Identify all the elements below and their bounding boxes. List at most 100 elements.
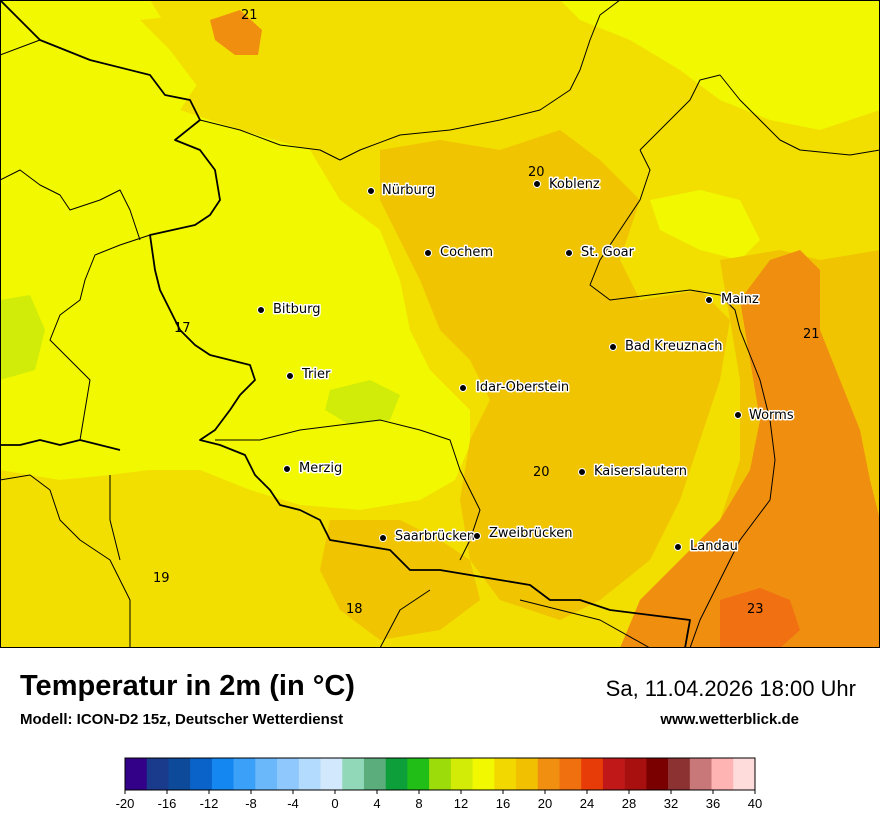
value-label: 20 <box>533 465 550 480</box>
city-label: Merzig <box>299 461 342 476</box>
legend-swatch <box>385 758 408 790</box>
border-hesse <box>589 74 880 331</box>
value-label: 17 <box>174 321 191 336</box>
legend-tick-label: 36 <box>706 796 720 811</box>
border-france-inner <box>0 474 651 648</box>
legend-swatch <box>516 758 539 790</box>
city-merzig: Merzig <box>283 460 344 478</box>
field-orange-rhine <box>620 250 880 648</box>
value-label: 21 <box>803 327 820 342</box>
legend-swatch <box>363 758 386 790</box>
legend-tick-label: 0 <box>331 796 338 811</box>
value-label: 20 <box>528 165 545 180</box>
legend-swatch <box>733 758 756 790</box>
field-deeporange-south <box>720 588 800 648</box>
border-belgium-inner <box>0 169 141 241</box>
city-bitburg: Bitburg <box>257 301 322 319</box>
legend-swatch <box>450 758 473 790</box>
legend-swatch <box>407 758 430 790</box>
field-green-center <box>325 380 400 425</box>
border-lux-belgium <box>0 439 121 451</box>
city-saarbruecken: Saarbrücken <box>379 528 477 546</box>
city-bad-kreuznach: Bad Kreuznach <box>609 338 724 356</box>
legend-swatch <box>211 758 234 790</box>
city-dot-icon <box>379 534 387 542</box>
legend-swatch <box>559 758 582 790</box>
legend-swatch <box>255 758 278 790</box>
city-dot-icon <box>674 543 682 551</box>
border-nrw <box>0 0 621 161</box>
city-dot-icon <box>473 532 481 540</box>
legend-tick-label: 4 <box>373 796 380 811</box>
value-label: 19 <box>153 571 170 586</box>
city-label: Worms <box>749 408 794 423</box>
border-luxembourg <box>49 234 151 441</box>
city-label: Saarbrücken <box>395 529 475 544</box>
city-label: Bad Kreuznach <box>625 339 723 354</box>
value-labels: 21 20 17 21 20 19 18 23 <box>153 8 820 617</box>
map-title: Temperatur in 2m (in °C) <box>20 670 355 702</box>
legend-tick-label: 16 <box>496 796 510 811</box>
legend-frame <box>124 757 756 791</box>
city-dot-icon <box>286 372 294 380</box>
value-label: 23 <box>747 602 764 617</box>
value-label: 21 <box>241 8 258 23</box>
city-idar-oberstein: Idar-Oberstein <box>459 379 571 397</box>
legend-swatch <box>494 758 517 790</box>
city-dot-icon <box>734 411 742 419</box>
city-dot-icon <box>424 249 432 257</box>
legend-tick-label: 12 <box>454 796 468 811</box>
city-dot-icon <box>609 343 617 351</box>
legend-swatch <box>602 758 625 790</box>
field-green-west <box>0 295 45 380</box>
city-nuerburg: Nürburg <box>367 182 437 200</box>
legend-tick-label: -4 <box>287 796 299 811</box>
legend-swatch <box>342 758 365 790</box>
color-legend: -20 -16 -12 -8 -4 0 4 8 12 16 20 24 28 32 36 40 <box>116 757 762 811</box>
legend-swatch <box>581 758 604 790</box>
city-label: Bitburg <box>273 302 321 317</box>
city-label: Nürburg <box>382 183 435 198</box>
legend-swatch <box>624 758 647 790</box>
city-kaiserslautern: Kaiserslautern <box>578 463 689 481</box>
city-dot-icon <box>533 180 541 188</box>
temperature-map: Nürburg Koblenz Cochem St. Goar Mainz Bi… <box>0 0 880 648</box>
field-gold-saar <box>320 520 480 640</box>
legend-swatch <box>277 758 300 790</box>
city-label: Trier <box>301 367 331 382</box>
legend-tick-label: 24 <box>580 796 594 811</box>
city-label: Idar-Oberstein <box>476 380 569 395</box>
field-deeporange-north <box>210 10 262 55</box>
field-yellow-northeast <box>650 190 760 260</box>
legend-swatch <box>472 758 495 790</box>
legend-swatch <box>190 758 213 790</box>
website-link[interactable]: www.wetterblick.de <box>660 711 799 728</box>
field-yellow2-north <box>140 10 400 140</box>
legend-tick-label: -20 <box>116 796 135 811</box>
city-label: Zweibrücken <box>489 526 572 541</box>
legend-swatch <box>298 758 321 790</box>
legend-swatch <box>320 758 343 790</box>
legend-tick-label: 20 <box>538 796 552 811</box>
city-koblenz: Koblenz <box>533 176 601 194</box>
city-dot-icon <box>283 465 291 473</box>
legend-tick-label: -12 <box>200 796 219 811</box>
city-cochem: Cochem <box>424 244 495 262</box>
border-germany-west <box>0 0 691 648</box>
borders <box>0 0 880 648</box>
legend-swatch <box>646 758 669 790</box>
value-label: 18 <box>346 602 363 617</box>
city-st-goar: St. Goar <box>565 244 636 262</box>
legend-swatch <box>537 758 560 790</box>
legend-swatch <box>668 758 691 790</box>
border-saarland-rlp <box>215 419 481 561</box>
city-zweibruecken: Zweibrücken <box>473 525 574 543</box>
legend-tick-label: -16 <box>158 796 177 811</box>
legend-swatch <box>233 758 256 790</box>
legend-swatch <box>146 758 169 790</box>
field-yellow-north <box>560 0 880 130</box>
legend-swatch <box>168 758 191 790</box>
city-dot-icon <box>565 249 573 257</box>
legend-tick-label: 28 <box>622 796 636 811</box>
legend-tick-label: 32 <box>664 796 678 811</box>
